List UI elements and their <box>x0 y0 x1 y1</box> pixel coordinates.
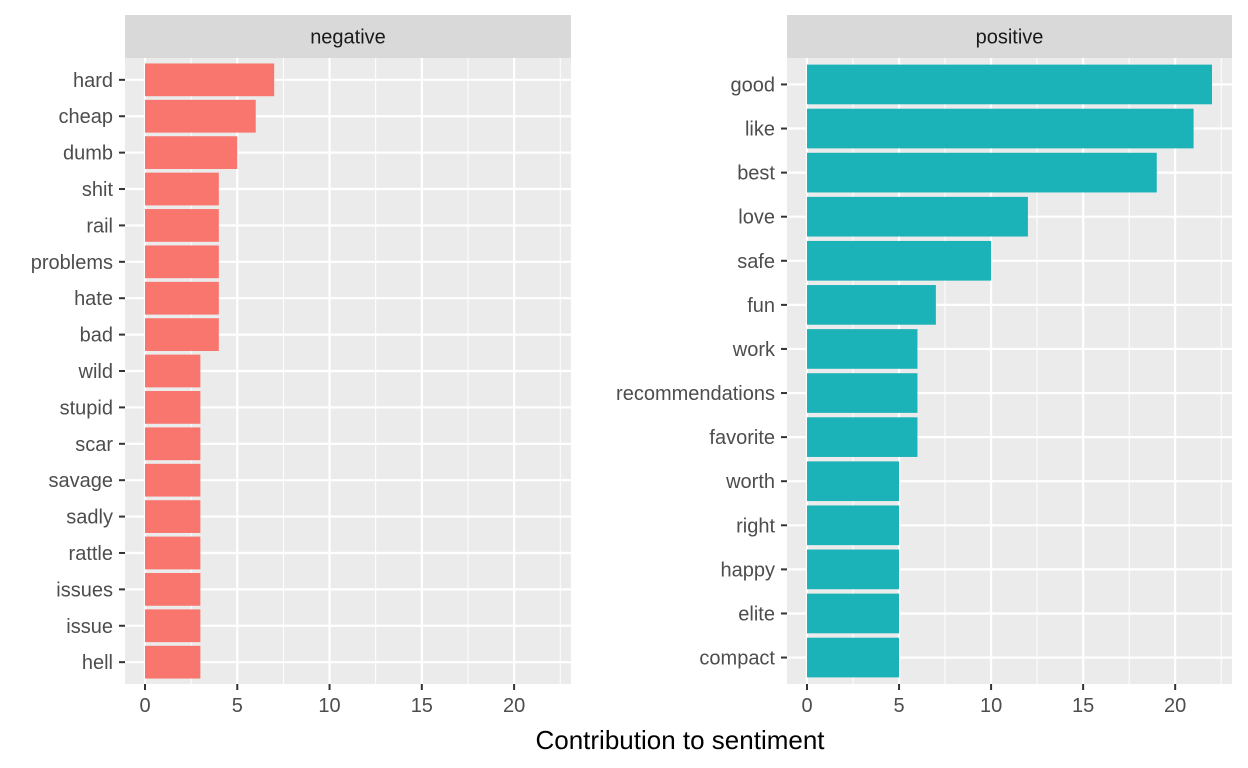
y-tick-label: problems <box>31 252 113 274</box>
x-tick-label: 15 <box>1072 695 1094 717</box>
bar-wild <box>145 354 201 388</box>
y-tick-label: compact <box>699 648 775 670</box>
y-tick-label: best <box>737 163 775 185</box>
bar-worth <box>807 461 900 502</box>
facet-label: positive <box>976 27 1044 49</box>
facet-positive: positive good like best love safe fun work recom… <box>616 15 1232 717</box>
y-tick-label: recommendations <box>616 383 775 405</box>
bar-work <box>807 329 918 369</box>
x-tick-label: 0 <box>139 695 150 717</box>
x-axis-title: Contribution to sentiment <box>535 725 825 755</box>
y-tick-label: like <box>745 119 775 141</box>
facet-label: negative <box>310 27 386 49</box>
bar-favorite <box>807 417 918 457</box>
bar-hell <box>145 645 201 679</box>
bar-sadly <box>145 500 201 533</box>
bar-love <box>807 196 1028 237</box>
y-tick-label: hell <box>82 652 113 674</box>
bar-savage <box>145 463 201 497</box>
y-tick-label: happy <box>721 559 776 581</box>
bar-cheap <box>145 99 256 133</box>
bar-like <box>807 108 1194 149</box>
y-tick-label: issues <box>56 579 113 601</box>
x-tick-label: 15 <box>411 695 433 717</box>
bar-problems <box>145 245 219 279</box>
bar-scar <box>145 427 201 461</box>
bar-rattle <box>145 536 201 570</box>
bar-issues <box>145 572 201 606</box>
bar-issue <box>145 609 201 643</box>
facet-strip <box>787 15 1232 58</box>
y-tick-label: safe <box>737 251 775 273</box>
y-tick-label: right <box>736 515 775 537</box>
y-tick-label: favorite <box>709 427 775 449</box>
x-tick-label: 20 <box>503 695 525 717</box>
y-tick-label: fun <box>747 295 775 317</box>
y-tick-label: rattle <box>69 543 113 565</box>
y-tick-label: rail <box>86 215 113 237</box>
y-tick-label: issue <box>66 616 113 638</box>
y-tick-label: love <box>738 207 775 229</box>
y-tick-label: cheap <box>59 106 114 128</box>
y-tick-label: shit <box>82 179 114 201</box>
bar-elite <box>807 593 900 634</box>
bar-hard <box>145 63 275 97</box>
y-tick-label: elite <box>738 603 775 625</box>
bar-right <box>807 505 900 546</box>
y-tick-label: good <box>731 74 776 96</box>
y-tick-label: wild <box>78 361 113 383</box>
facet-negative: negative hard cheap dumb shit rail problems hat… <box>31 15 571 717</box>
bar-happy <box>807 549 900 590</box>
bar-dumb <box>145 136 238 170</box>
x-tick-label: 5 <box>893 695 904 717</box>
x-tick-label: 10 <box>980 695 1002 717</box>
y-tick-label: hate <box>74 288 113 310</box>
bar-rail <box>145 209 219 242</box>
x-tick-label: 0 <box>801 695 812 717</box>
y-tick-label: savage <box>49 470 114 492</box>
y-tick-label: hard <box>73 70 113 92</box>
x-tick-label: 20 <box>1164 695 1186 717</box>
bar-good <box>807 64 1212 105</box>
bar-shit <box>145 172 219 206</box>
bar-best <box>807 152 1157 193</box>
y-tick-label: sadly <box>66 507 113 529</box>
x-tick-label: 10 <box>318 695 340 717</box>
panel-background <box>787 58 1232 684</box>
y-tick-label: stupid <box>60 397 113 419</box>
bar-safe <box>807 240 992 281</box>
y-tick-label: worth <box>725 471 775 493</box>
bar-bad <box>145 318 219 351</box>
bar-recommendations <box>807 373 918 413</box>
bar-hate <box>145 281 219 315</box>
y-tick-label: dumb <box>63 143 113 165</box>
bar-fun <box>807 285 936 325</box>
y-tick-label: work <box>732 339 776 361</box>
bar-stupid <box>145 391 201 424</box>
facet-strip <box>125 15 571 58</box>
bar-compact <box>807 637 900 678</box>
y-tick-label: scar <box>75 434 113 456</box>
x-tick-label: 5 <box>232 695 243 717</box>
y-tick-label: bad <box>80 325 113 347</box>
